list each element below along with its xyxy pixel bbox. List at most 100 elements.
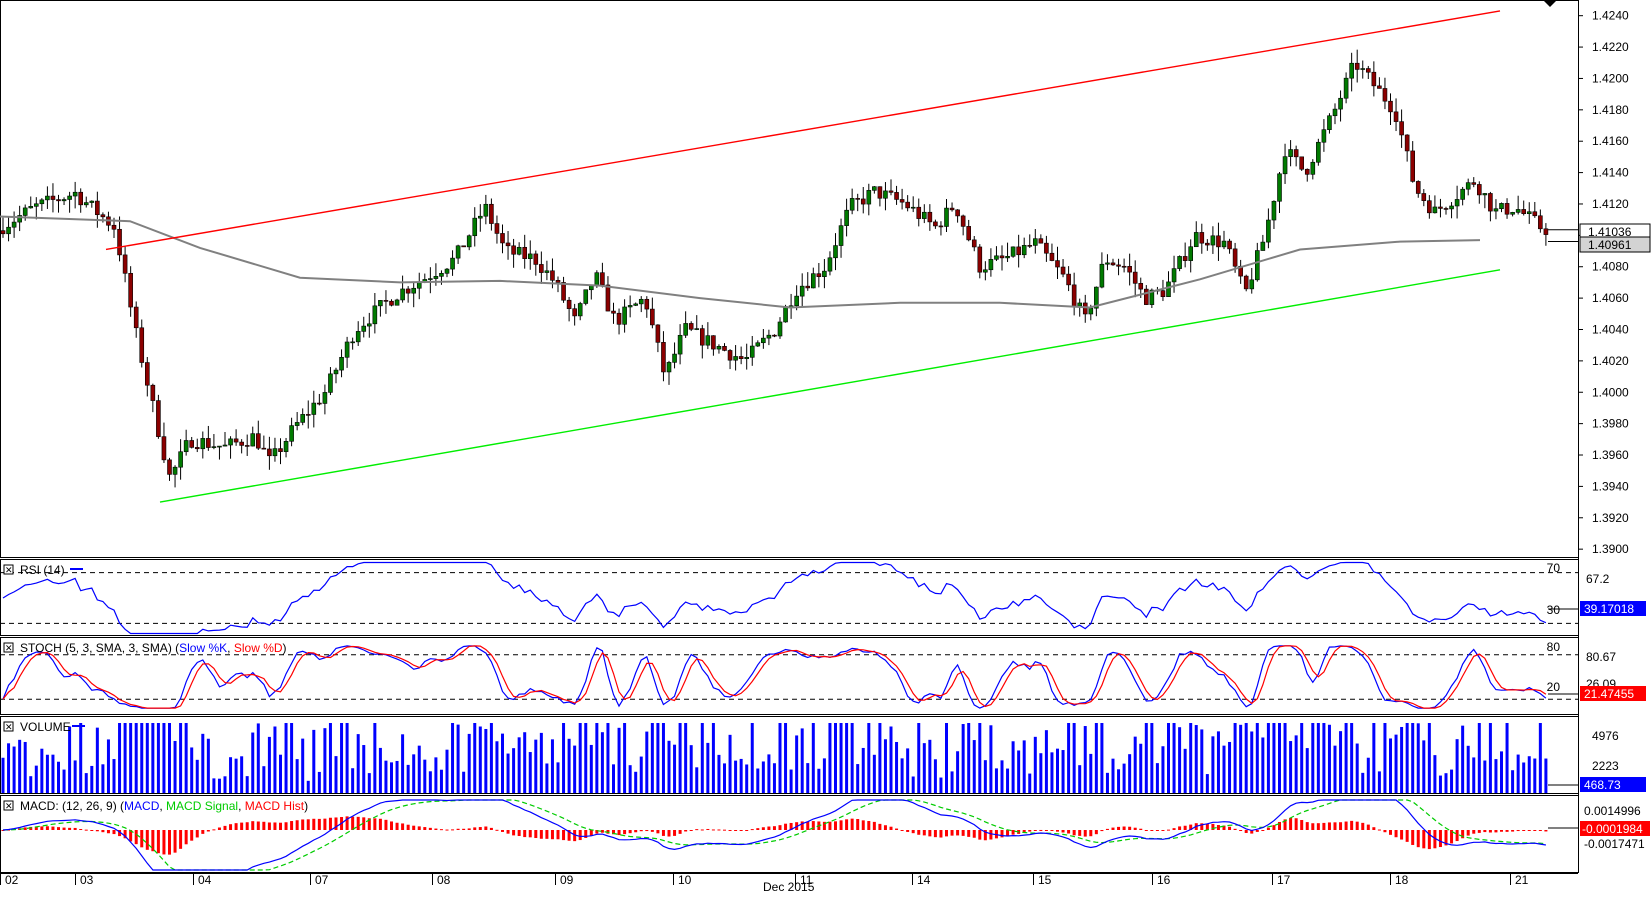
candle-body bbox=[833, 245, 838, 259]
candle-body bbox=[1071, 284, 1077, 307]
macd-hist-bar bbox=[68, 827, 72, 830]
volume-bar bbox=[1350, 723, 1354, 793]
candle-body bbox=[666, 362, 672, 373]
macd-hist-bar bbox=[806, 821, 810, 830]
volume-bar bbox=[1427, 723, 1431, 793]
candle-body bbox=[1110, 262, 1116, 266]
volume-bar bbox=[1344, 723, 1348, 793]
macd-hist-bar bbox=[306, 819, 310, 830]
macd-hist-bar bbox=[84, 829, 88, 831]
macd-hist-bar bbox=[878, 823, 882, 830]
volume-bar bbox=[523, 732, 527, 793]
candle-body bbox=[250, 433, 256, 447]
volume-bar bbox=[201, 733, 205, 793]
macd-hist-bar bbox=[95, 830, 99, 832]
macd-hist-bar bbox=[1239, 830, 1243, 831]
volume-bar bbox=[1472, 757, 1476, 793]
volume-bar bbox=[684, 723, 688, 793]
candle-body bbox=[222, 444, 228, 447]
candle-body bbox=[200, 438, 206, 450]
price-tick-label: 1.3940 bbox=[1592, 479, 1629, 493]
volume-bar bbox=[290, 723, 294, 793]
volume-bar bbox=[528, 752, 532, 793]
candle-body bbox=[777, 321, 783, 337]
stoch-close-box[interactable] bbox=[3, 642, 14, 653]
volume-bar bbox=[1289, 741, 1293, 793]
macd-label-prefix: MACD: (12, 26, 9) ( bbox=[20, 799, 124, 813]
volume-bar bbox=[445, 749, 449, 793]
macd-hist-bar bbox=[528, 830, 532, 838]
candle-body bbox=[178, 451, 183, 468]
volume-bar bbox=[850, 723, 854, 793]
macd-close-box[interactable] bbox=[3, 800, 14, 811]
volume-header[interactable]: ✕ VOLUME bbox=[3, 720, 85, 734]
volume-bar bbox=[301, 738, 305, 793]
candle-body bbox=[1088, 307, 1094, 315]
candle-body bbox=[738, 356, 744, 359]
volume-bar bbox=[401, 734, 405, 793]
candle-body bbox=[1288, 149, 1293, 157]
rsi-header[interactable]: ✕ RSI (14) bbox=[3, 563, 83, 577]
candle-body bbox=[1049, 252, 1055, 261]
candle-body bbox=[145, 362, 150, 386]
volume-bar bbox=[1322, 723, 1326, 793]
macd-hist-bar bbox=[711, 829, 715, 831]
candle-body bbox=[594, 272, 600, 286]
macd-hist-bar bbox=[1183, 825, 1187, 830]
volume-bar bbox=[1083, 726, 1087, 793]
volume-bar bbox=[1377, 771, 1381, 793]
volume-bar bbox=[489, 723, 493, 793]
candle-body bbox=[1099, 263, 1105, 288]
macd-hist-bar bbox=[1205, 823, 1209, 830]
volume-bar bbox=[761, 761, 765, 793]
candle-body bbox=[1255, 250, 1260, 281]
macd-hist-bar bbox=[412, 825, 416, 830]
macd-hist-bar bbox=[1056, 830, 1059, 832]
volume-bar bbox=[789, 769, 793, 793]
volume-bar bbox=[362, 745, 366, 793]
support-trendline bbox=[159, 269, 1501, 503]
macd-hist-bar bbox=[484, 826, 488, 830]
macd-hist-bar bbox=[684, 830, 688, 832]
volume-bar bbox=[933, 759, 937, 793]
volume-bar bbox=[806, 763, 810, 793]
candle-body bbox=[1449, 205, 1454, 210]
volume-bar bbox=[12, 746, 16, 793]
macd-header[interactable]: ✕ MACD: (12, 26, 9) (MACD, MACD Signal, … bbox=[3, 799, 308, 813]
candle-body bbox=[1526, 211, 1532, 214]
candle-body bbox=[650, 308, 655, 326]
macd-hist-bar bbox=[428, 827, 432, 830]
candle-body bbox=[1044, 242, 1049, 254]
volume-bar bbox=[1044, 730, 1048, 793]
macd-hist-bar bbox=[334, 817, 338, 830]
candle-body bbox=[372, 305, 378, 325]
volume-bar bbox=[145, 723, 149, 793]
candle-body bbox=[633, 303, 639, 306]
candle-body bbox=[1404, 134, 1410, 152]
candle-body bbox=[1299, 156, 1304, 170]
volume-bar bbox=[967, 723, 971, 793]
candle-body bbox=[405, 288, 411, 294]
macd-hist-bar bbox=[1305, 822, 1309, 830]
candle-body bbox=[344, 341, 350, 358]
macd-hist-bar bbox=[384, 819, 388, 830]
volume-bar bbox=[1389, 738, 1392, 793]
macd-hist-bar bbox=[462, 828, 466, 830]
volume-close-box[interactable] bbox=[3, 721, 14, 732]
candle-body bbox=[550, 270, 555, 281]
scroll-arrow-icon[interactable] bbox=[1543, 0, 1557, 7]
volume-bar bbox=[1494, 759, 1498, 793]
volume-bar bbox=[373, 723, 377, 793]
macd-label: MACD: (12, 26, 9) (MACD, MACD Signal, MA… bbox=[20, 799, 308, 813]
time-tick-label: 16 bbox=[1157, 873, 1171, 887]
macd-hist-bar bbox=[1139, 828, 1143, 830]
volume-bar bbox=[656, 723, 660, 793]
time-tick-label: 11 bbox=[800, 873, 813, 887]
stoch-level-80-label: 80 bbox=[1547, 640, 1561, 654]
macd-hist-bar bbox=[784, 823, 788, 830]
candle-body bbox=[1371, 71, 1377, 87]
rsi-close-box[interactable] bbox=[3, 564, 14, 575]
volume-bar bbox=[1189, 723, 1193, 793]
candle-body bbox=[539, 264, 544, 273]
stoch-header[interactable]: ✕ STOCH (5, 3, SMA, 3, SMA) (Slow %K, Sl… bbox=[3, 641, 287, 655]
